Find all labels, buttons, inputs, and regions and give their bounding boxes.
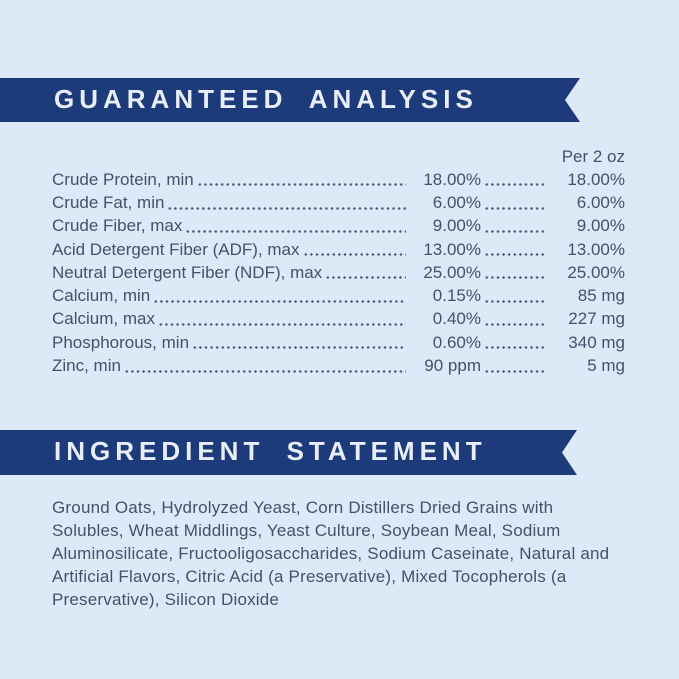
analysis-value-per-2oz: 25.00% (567, 262, 625, 282)
analysis-row: Zinc, min 90 ppm 5 mg (52, 354, 625, 377)
per-2oz-column-header: Per 2 oz (561, 147, 625, 166)
analysis-row: Phosphorous, min 0.60% 340 mg (52, 331, 625, 354)
analysis-row: Neutral Detergent Fiber (NDF), max 25.00… (52, 261, 625, 284)
analysis-value: 0.40% (432, 309, 481, 329)
dot-leader (192, 345, 406, 351)
dot-leader (484, 345, 546, 351)
analysis-row-label: Zinc, min (52, 356, 121, 376)
dot-leader (484, 182, 546, 188)
dot-leader (196, 182, 406, 188)
ingredient-list-text: Ground Oats, Hydrolyzed Yeast, Corn Dist… (52, 498, 610, 609)
dot-leader (153, 298, 406, 304)
analysis-row-label: Crude Fiber, max (52, 216, 183, 236)
dot-leader (167, 205, 406, 211)
analysis-value: 18.00% (423, 169, 481, 189)
analysis-row-label: Crude Fat, min (52, 192, 165, 212)
analysis-row: Crude Protein, min 18.00% 18.00% (52, 168, 625, 191)
analysis-value: 0.15% (432, 286, 481, 306)
analysis-row-label: Calcium, max (52, 309, 155, 329)
analysis-row-label: Phosphorous, min (52, 332, 190, 352)
guaranteed-analysis-banner: GUARANTEED ANALYSIS (0, 78, 580, 122)
dot-leader (302, 252, 406, 258)
analysis-value-per-2oz: 18.00% (567, 169, 625, 189)
guaranteed-analysis-title: GUARANTEED ANALYSIS (54, 83, 478, 114)
analysis-row-label: Acid Detergent Fiber (ADF), max (52, 239, 300, 259)
dot-leader (123, 368, 406, 374)
dot-leader (325, 275, 406, 281)
analysis-row: Crude Fat, min 6.00% 6.00% (52, 191, 625, 214)
analysis-value: 25.00% (423, 262, 481, 282)
analysis-row-label: Crude Protein, min (52, 169, 194, 189)
dot-leader (484, 275, 546, 281)
ingredient-statement-banner: INGREDIENT STATEMENT (0, 430, 577, 475)
analysis-value-per-2oz: 340 mg (568, 332, 625, 352)
analysis-row-label: Calcium, min (52, 286, 151, 306)
analysis-value: 6.00% (432, 192, 481, 212)
dot-leader (185, 228, 406, 234)
analysis-value: 0.60% (432, 332, 481, 352)
analysis-value-per-2oz: 227 mg (568, 309, 625, 329)
dot-leader (484, 298, 546, 304)
analysis-row: Calcium, min 0.15% 85 mg (52, 284, 625, 307)
dot-leader (484, 368, 546, 374)
guaranteed-analysis-table: Crude Protein, min 18.00% 18.00% Crude F… (52, 168, 625, 378)
dot-leader (484, 322, 546, 328)
analysis-value-per-2oz: 13.00% (567, 239, 625, 259)
analysis-value: 13.00% (423, 239, 481, 259)
analysis-row: Crude Fiber, max 9.00% 9.00% (52, 215, 625, 238)
analysis-value-per-2oz: 85 mg (577, 286, 625, 306)
dot-leader (157, 322, 406, 328)
dot-leader (484, 228, 546, 234)
ingredient-statement-title: INGREDIENT STATEMENT (54, 436, 487, 466)
analysis-value-per-2oz: 9.00% (576, 216, 625, 236)
analysis-value: 90 ppm (424, 356, 481, 376)
analysis-row-label: Neutral Detergent Fiber (NDF), max (52, 262, 323, 282)
analysis-row: Calcium, max 0.40% 227 mg (52, 308, 625, 331)
analysis-value-per-2oz: 5 mg (587, 356, 625, 376)
analysis-row: Acid Detergent Fiber (ADF), max 13.00% 1… (52, 238, 625, 261)
dot-leader (484, 205, 546, 211)
analysis-value: 9.00% (432, 216, 481, 236)
analysis-value-per-2oz: 6.00% (576, 192, 625, 212)
dot-leader (484, 252, 546, 258)
